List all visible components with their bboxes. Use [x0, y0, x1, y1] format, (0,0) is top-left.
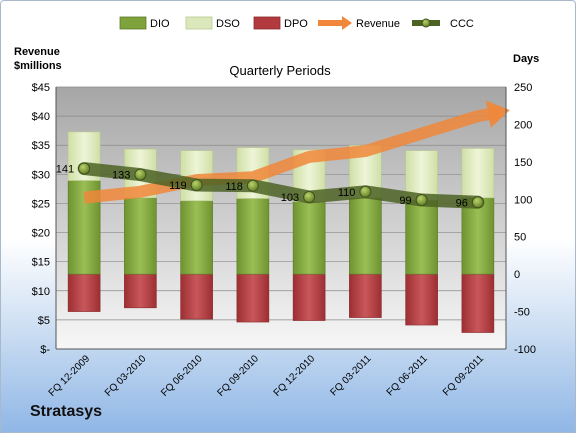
ccc-series: 141 133 119 118 103 110 99 96	[56, 162, 485, 209]
legend-swatch-dpo	[253, 16, 281, 30]
ccc-data-label: 118	[225, 181, 243, 193]
legend-swatch-revenue-head	[342, 16, 352, 30]
left-tick-label: $30	[32, 169, 50, 181]
ccc-data-label: 96	[456, 197, 468, 209]
right-tick-label: 250	[514, 82, 532, 94]
category-label: FQ 12-2009	[47, 353, 93, 399]
right-tick-label: 50	[514, 232, 526, 244]
ccc-marker	[78, 162, 91, 175]
category-label: FQ 03-2011	[329, 353, 374, 398]
right-tick-label: 150	[514, 157, 532, 169]
left-axis-title-2: $millions	[14, 60, 62, 72]
chart-title: Quarterly Periods	[229, 63, 331, 78]
legend-label-revenue: Revenue	[356, 18, 400, 30]
legend-label-ccc: CCC	[450, 18, 474, 30]
category-label: FQ 09-2011	[441, 353, 486, 398]
dpo-bar	[124, 273, 157, 309]
dpo-bar	[180, 273, 213, 320]
category-label: FQ 06-2011	[385, 353, 430, 398]
category-label: FQ 06-2010	[159, 353, 205, 399]
dso-bar	[405, 150, 438, 201]
legend-label-dso: DSO	[216, 18, 240, 30]
ccc-data-label: 133	[112, 170, 130, 182]
right-axis-title: Days	[513, 53, 539, 65]
legend-swatch-ccc-marker	[421, 18, 431, 28]
legend-label-dio: DIO	[150, 18, 170, 30]
legend: DIO DSO DPO Revenue CCC	[119, 16, 474, 30]
ccc-data-label: 99	[399, 195, 411, 207]
right-tick-label: 200	[514, 119, 532, 131]
ccc-marker	[246, 179, 259, 192]
ccc-data-label: 110	[338, 187, 356, 199]
ccc-data-label: 119	[169, 180, 187, 192]
ccc-marker	[359, 185, 372, 198]
left-tick-label: $20	[32, 228, 50, 240]
dio-bar	[180, 200, 213, 275]
dpo-bar	[461, 273, 495, 333]
ccc-data-label: 141	[56, 164, 74, 176]
dpo-bar	[405, 273, 438, 326]
category-label: FQ 03-2010	[103, 353, 149, 399]
legend-label-dpo: DPO	[284, 18, 308, 30]
revenue-series	[83, 100, 510, 204]
dio-bar	[124, 197, 157, 275]
dpo-bar	[67, 273, 101, 312]
dpo-bar	[292, 273, 326, 321]
revenue-line	[83, 106, 501, 204]
left-tick-label: $5	[38, 315, 50, 327]
dio-bar	[405, 199, 438, 275]
ccc-marker	[190, 179, 203, 192]
left-tick-label: $35	[32, 140, 50, 152]
ccc-marker	[415, 194, 428, 207]
ccc-marker	[471, 196, 484, 209]
category-label: FQ 09-2010	[215, 353, 261, 399]
company-name: Stratasys	[30, 403, 103, 420]
ccc-line	[77, 162, 485, 209]
left-tick-label: $40	[32, 111, 50, 123]
dio-bar	[292, 201, 326, 275]
left-tick-label: $25	[32, 198, 50, 210]
left-tick-label: $15	[32, 257, 50, 269]
dpo-bar	[349, 273, 382, 318]
right-tick-label: 0	[514, 269, 520, 281]
dso-bar	[461, 148, 495, 199]
category-label: FQ 12-2010	[272, 353, 318, 399]
left-tick-label: $45	[32, 82, 50, 94]
ccc-marker	[134, 168, 147, 181]
revenue-arrowhead	[485, 100, 510, 128]
right-tick-label: -100	[514, 344, 536, 356]
legend-swatch-dso	[185, 16, 213, 30]
ccc-data-label: 103	[281, 192, 299, 204]
left-axis-title-1: Revenue	[14, 46, 60, 58]
legend-swatch-dio	[119, 16, 147, 30]
left-tick-label: $10	[32, 286, 50, 298]
right-tick-label: -50	[514, 307, 530, 319]
left-tick-label: $-	[40, 344, 50, 356]
dpo-bar	[236, 273, 270, 323]
dio-bar	[236, 198, 270, 275]
dio-bar	[349, 197, 382, 275]
right-tick-label: 100	[514, 194, 532, 206]
ccc-marker	[303, 191, 316, 204]
